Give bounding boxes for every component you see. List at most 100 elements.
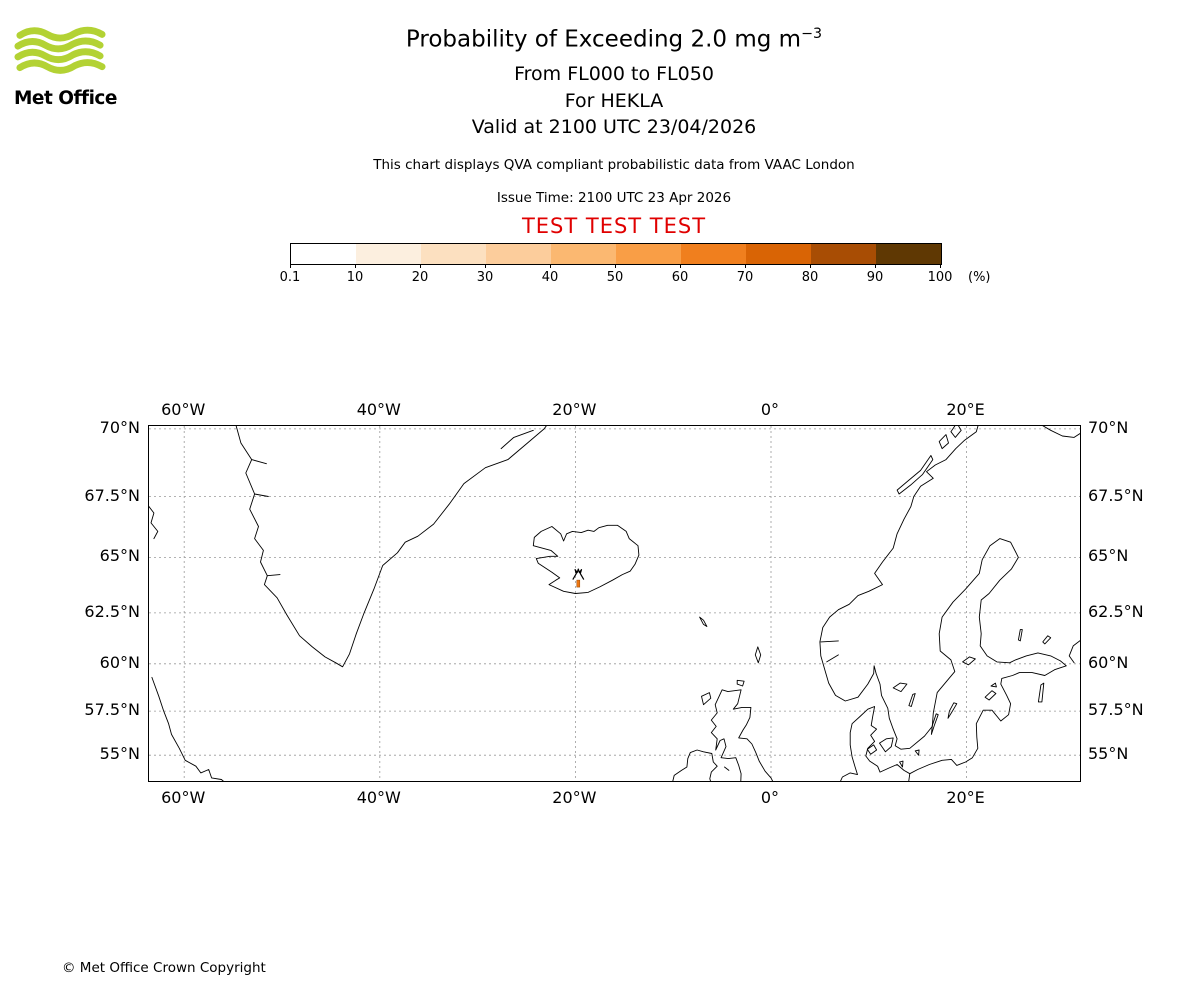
longitude-label-bottom: 60°W bbox=[161, 788, 206, 807]
latitude-label-left: 65°N bbox=[99, 546, 140, 566]
coastline bbox=[840, 706, 911, 781]
latitude-label-right: 70°N bbox=[1088, 417, 1129, 437]
longitude-label-top: 20°W bbox=[552, 400, 597, 419]
coastline bbox=[149, 505, 159, 540]
latitude-label-right: 60°N bbox=[1088, 652, 1129, 672]
logo-text: Met Office bbox=[14, 88, 117, 109]
coastline bbox=[724, 766, 730, 771]
coastline bbox=[899, 760, 904, 768]
longitude-label-top: 20°E bbox=[946, 400, 985, 419]
colorbar-segment bbox=[551, 244, 616, 264]
coastline bbox=[879, 737, 894, 753]
coastline bbox=[908, 693, 916, 707]
latitude-label-left: 67.5°N bbox=[84, 485, 140, 505]
coastline bbox=[892, 682, 908, 693]
colorbar-segment bbox=[486, 244, 551, 264]
colorbar-segment bbox=[421, 244, 486, 264]
colorbar-segment bbox=[616, 244, 681, 264]
latitude-label-left: 70°N bbox=[99, 417, 140, 437]
map-frame bbox=[148, 425, 1081, 782]
coastline bbox=[251, 459, 267, 465]
colorbar-segment bbox=[811, 244, 876, 264]
colorbar bbox=[290, 243, 942, 265]
coastline bbox=[819, 426, 1067, 781]
subtitle-valid-time: Valid at 2100 UTC 23/04/2026 bbox=[471, 116, 757, 138]
coastline bbox=[930, 713, 939, 735]
logo-waves-icon bbox=[14, 26, 106, 74]
longitude-label-top: 40°W bbox=[356, 400, 401, 419]
coastline bbox=[950, 426, 962, 438]
colorbar-segment bbox=[746, 244, 811, 264]
coastline bbox=[500, 429, 534, 450]
coastline bbox=[938, 434, 949, 450]
coastline bbox=[710, 689, 774, 781]
latitude-label-right: 55°N bbox=[1088, 744, 1129, 764]
colorbar-unit-label: (%) bbox=[968, 270, 991, 285]
test-watermark: TEST TEST TEST bbox=[521, 214, 707, 238]
colorbar-tick-label: 40 bbox=[541, 270, 559, 285]
coastline bbox=[532, 524, 640, 594]
longitude-label-bottom: 20°W bbox=[552, 788, 597, 807]
coastline bbox=[1037, 682, 1045, 703]
latitude-label-left: 62.5°N bbox=[84, 601, 140, 621]
issue-time: Issue Time: 2100 UTC 23 Apr 2026 bbox=[496, 190, 732, 206]
coastline bbox=[866, 744, 878, 755]
subtitle-volcano: For HEKLA bbox=[564, 90, 664, 112]
coastline bbox=[254, 493, 269, 497]
latitude-label-left: 55°N bbox=[99, 744, 140, 764]
coastline bbox=[826, 654, 839, 663]
colorbar-tick-label: 50 bbox=[606, 270, 624, 285]
volcano-symbol bbox=[572, 568, 585, 580]
colorbar-tick-label: 0.1 bbox=[279, 270, 301, 285]
coastline bbox=[699, 616, 708, 627]
coastline bbox=[235, 426, 547, 668]
colorbar-segment bbox=[291, 244, 356, 264]
coastline bbox=[962, 656, 976, 666]
coastline bbox=[984, 690, 997, 701]
coastline bbox=[896, 455, 934, 495]
latitude-label-right: 57.5°N bbox=[1088, 700, 1144, 720]
coastline bbox=[672, 749, 718, 781]
colorbar-tick-label: 60 bbox=[671, 270, 689, 285]
coastline bbox=[151, 676, 224, 781]
coastline bbox=[754, 646, 762, 664]
page-title: Probability of Exceeding 2.0 mg m−3 bbox=[28, 26, 1200, 53]
coastline bbox=[820, 640, 839, 643]
coastline bbox=[990, 682, 997, 688]
latitude-label-right: 62.5°N bbox=[1088, 601, 1144, 621]
longitude-label-top: 0° bbox=[760, 400, 780, 419]
longitude-label-bottom: 0° bbox=[760, 788, 780, 807]
title-exponent: −3 bbox=[801, 26, 823, 42]
longitude-label-top: 60°W bbox=[161, 400, 206, 419]
map-svg bbox=[149, 426, 1080, 781]
coastline bbox=[701, 692, 712, 706]
longitude-label-bottom: 20°E bbox=[946, 788, 985, 807]
coastline bbox=[266, 574, 281, 577]
coastline bbox=[1017, 629, 1023, 642]
colorbar-tick-label: 100 bbox=[927, 270, 953, 285]
longitude-label-bottom: 40°W bbox=[356, 788, 401, 807]
footer-copyright: © Met Office Crown Copyright bbox=[62, 960, 266, 976]
latitude-label-right: 67.5°N bbox=[1088, 485, 1144, 505]
colorbar-segment bbox=[876, 244, 941, 264]
qva-note: This chart displays QVA compliant probab… bbox=[373, 157, 855, 173]
colorbar-tick-label: 70 bbox=[736, 270, 754, 285]
latitude-label-left: 57.5°N bbox=[84, 700, 140, 720]
subtitle-flight-levels: From FL000 to FL050 bbox=[514, 63, 714, 85]
colorbar-segment bbox=[681, 244, 746, 264]
colorbar-tick-label: 30 bbox=[476, 270, 494, 285]
latitude-label-right: 65°N bbox=[1088, 546, 1129, 566]
coastline bbox=[736, 679, 745, 687]
ash-probability-mark bbox=[576, 579, 581, 588]
latitude-label-left: 60°N bbox=[99, 652, 140, 672]
coastline bbox=[1042, 426, 1080, 438]
met-office-logo: Met Office bbox=[14, 24, 124, 109]
coastline bbox=[947, 702, 958, 719]
coastline bbox=[1068, 640, 1080, 664]
coastline bbox=[914, 749, 920, 756]
title-text: Probability of Exceeding 2.0 mg m bbox=[405, 26, 802, 53]
colorbar-tick-label: 10 bbox=[346, 270, 364, 285]
colorbar-tick-label: 90 bbox=[866, 270, 884, 285]
coastline bbox=[1042, 635, 1052, 645]
